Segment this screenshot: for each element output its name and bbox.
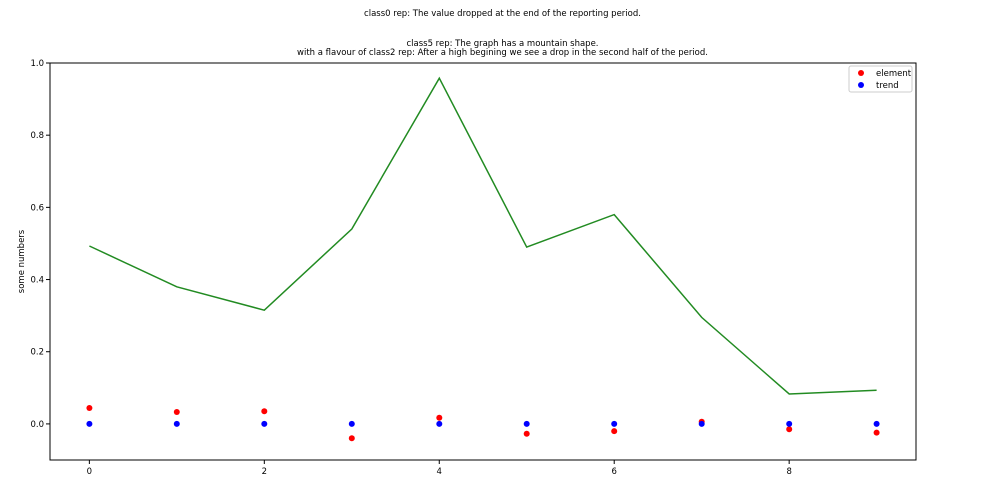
y-tick-label: 0.2 <box>30 348 44 358</box>
y-tick-label: 0.4 <box>30 276 44 286</box>
element-point <box>786 426 793 433</box>
y-tick-label: 1.0 <box>30 59 44 69</box>
trend-point <box>611 420 618 427</box>
trend-point <box>698 420 705 427</box>
legend-label: trend <box>876 81 899 91</box>
trend-point <box>86 420 93 427</box>
element-point <box>173 409 180 415</box>
y-axis-label: some numbers <box>17 229 27 293</box>
y-axis-ticks: 0.0 0.2 0.4 0.6 0.8 1.0 <box>30 59 50 430</box>
axes-title-line-2: with a flavour of class2 rep: After a hi… <box>297 48 708 58</box>
trend-point <box>261 420 268 427</box>
trend-point <box>436 420 443 427</box>
plot-marks <box>86 76 880 442</box>
trend-point <box>173 420 180 427</box>
legend-marker <box>858 70 864 76</box>
series-line <box>89 76 877 395</box>
trend-point <box>873 420 880 427</box>
trend-point <box>523 420 530 427</box>
trend-point <box>786 420 793 427</box>
element-point <box>873 429 880 436</box>
element-point <box>348 435 355 442</box>
figure-suptitle: class0 rep: The value dropped at the end… <box>364 9 641 19</box>
x-tick-label: 4 <box>437 467 442 477</box>
y-tick-label: 0.8 <box>30 131 44 141</box>
element-point <box>611 428 618 435</box>
legend-label: element <box>876 69 912 79</box>
element-point <box>261 408 268 415</box>
legend: element trend <box>848 65 913 93</box>
x-tick-label: 0 <box>87 467 92 477</box>
y-tick-label: 0.6 <box>30 203 44 213</box>
legend-box <box>848 65 913 93</box>
y-tick-label: 0.0 <box>30 420 44 430</box>
x-tick-label: 2 <box>262 467 267 477</box>
axes-title-line-1: class5 rep: The graph has a mountain sha… <box>406 39 599 49</box>
x-axis-ticks: 0 2 4 6 8 <box>87 460 792 477</box>
trend-point <box>348 420 355 427</box>
element-point <box>436 414 443 421</box>
legend-marker <box>858 82 864 88</box>
element-point <box>523 430 530 437</box>
plot-frame <box>49 62 917 461</box>
x-tick-label: 8 <box>786 467 791 477</box>
element-point <box>86 405 93 411</box>
x-tick-label: 6 <box>612 467 617 477</box>
